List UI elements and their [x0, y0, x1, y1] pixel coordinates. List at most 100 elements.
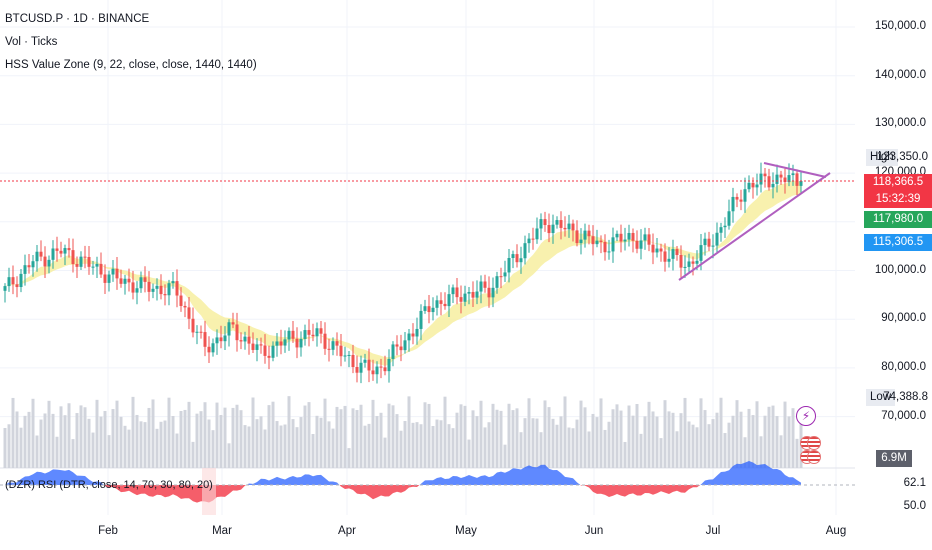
- countdown-tag: 15:32:39: [864, 191, 932, 208]
- us-flag-icon[interactable]: [807, 450, 821, 464]
- volume-bar: [447, 424, 451, 468]
- candle-body: [259, 344, 263, 346]
- volume-bar: [355, 410, 359, 468]
- volume-bar: [195, 413, 199, 468]
- low-label: Low: [866, 389, 896, 406]
- candle-body: [603, 241, 607, 253]
- volume-bar: [299, 417, 303, 468]
- candle-body: [667, 258, 671, 262]
- candle-body: [535, 228, 539, 240]
- volume-legend[interactable]: Vol · Ticks: [5, 36, 58, 48]
- candle-body: [507, 257, 511, 273]
- candle-body: [527, 238, 531, 244]
- volume-bar: [359, 404, 363, 468]
- candle-body: [799, 181, 803, 186]
- candle-body: [475, 291, 479, 298]
- time-tick: Mar: [212, 525, 232, 537]
- volume-bar: [615, 404, 619, 468]
- volume-bar: [127, 429, 131, 468]
- candle-body: [523, 243, 527, 259]
- candle-body: [107, 274, 111, 283]
- volume-bar: [575, 419, 579, 468]
- volume-bar: [463, 405, 467, 468]
- candle-body: [651, 244, 655, 253]
- volume-bar: [303, 405, 307, 468]
- candle-body: [111, 268, 115, 275]
- volume-bar: [103, 410, 107, 468]
- us-flag-icon[interactable]: [807, 436, 821, 450]
- candle-body: [103, 274, 107, 283]
- volume-bar: [419, 424, 423, 468]
- volume-bar: [107, 435, 111, 468]
- candle-body: [707, 238, 711, 247]
- candle-body: [751, 182, 755, 188]
- volume-bar: [379, 412, 383, 468]
- volume-bar: [787, 416, 791, 468]
- candle-body: [371, 370, 375, 375]
- volume-bar: [167, 397, 171, 468]
- candle-body: [635, 240, 639, 249]
- candle-body: [87, 256, 91, 267]
- volume-bar: [563, 396, 567, 468]
- candle-body: [675, 249, 679, 255]
- candle-body: [471, 292, 475, 298]
- candle-body: [467, 292, 471, 294]
- candle-body: [451, 287, 455, 295]
- candle-body: [31, 261, 35, 268]
- green-price-tag: 117,980.0: [864, 211, 932, 228]
- candle-body: [35, 251, 39, 262]
- volume-bar: [79, 405, 83, 468]
- candle-body: [735, 196, 739, 200]
- candle-body: [211, 343, 215, 353]
- volume-bar: [767, 406, 771, 468]
- candle-body: [479, 281, 483, 292]
- lightning-icon[interactable]: ⚡: [796, 406, 816, 426]
- volume-bar: [631, 415, 635, 468]
- volume-bar: [215, 402, 219, 468]
- volume-bar: [311, 433, 315, 468]
- candle-body: [711, 245, 715, 247]
- candle-body: [723, 225, 727, 228]
- volume-bar: [611, 409, 615, 468]
- candle-body: [199, 331, 203, 333]
- candle-body: [359, 362, 363, 373]
- candle-body: [163, 294, 167, 296]
- volume-bar: [627, 405, 631, 468]
- volume-bar: [131, 396, 135, 468]
- volume-bar: [591, 413, 595, 468]
- symbol-legend[interactable]: BTCUSD.P · 1D · BINANCE: [5, 13, 150, 25]
- candle-body: [51, 248, 55, 260]
- time-tick: Apr: [338, 525, 356, 537]
- indicator-legend[interactable]: HSS Value Zone (9, 22, close, close, 144…: [5, 59, 257, 71]
- volume-bar: [367, 423, 371, 468]
- trendline-resistance: [763, 162, 827, 178]
- volume-bar: [47, 400, 51, 468]
- volume-bar: [207, 419, 211, 468]
- volume-bar: [7, 424, 11, 468]
- volume-bar: [39, 419, 43, 468]
- candle-body: [343, 355, 347, 357]
- volume-bar: [711, 419, 715, 468]
- candle-body: [399, 346, 403, 351]
- volume-bar: [251, 397, 255, 468]
- candle-body: [3, 286, 7, 291]
- volume-bar: [759, 436, 763, 468]
- volume-bar: [699, 398, 703, 468]
- candle-body: [391, 344, 395, 359]
- volume-bar: [203, 402, 207, 468]
- candle-body: [715, 232, 719, 246]
- volume-bar: [411, 422, 415, 468]
- volume-bar: [503, 444, 507, 468]
- candle-body: [587, 230, 591, 237]
- candle-body: [83, 256, 87, 258]
- candle-body: [39, 251, 43, 257]
- volume-bar: [235, 404, 239, 468]
- candle-body: [791, 173, 795, 176]
- candle-body: [783, 177, 787, 183]
- candle-body: [771, 183, 775, 188]
- rsi-legend[interactable]: (DZR) RSI (DTR, close, 14, 70, 30, 80, 2…: [5, 479, 213, 491]
- candle-body: [167, 283, 171, 296]
- candle-body: [407, 333, 411, 341]
- volume-bar: [211, 430, 215, 468]
